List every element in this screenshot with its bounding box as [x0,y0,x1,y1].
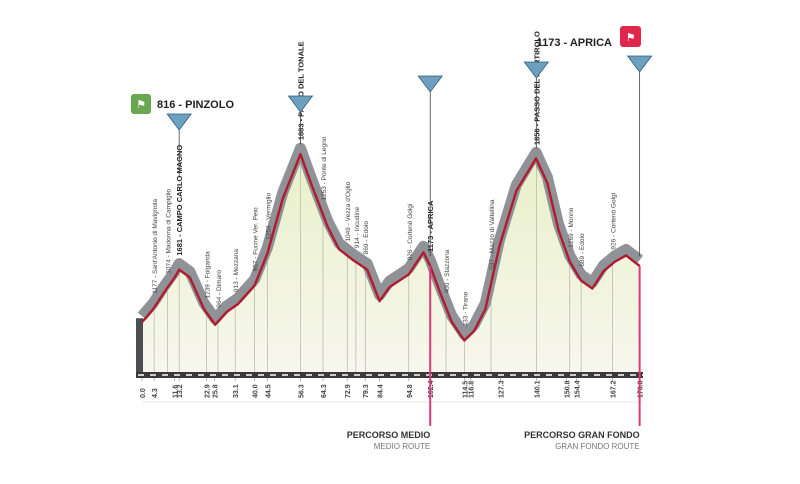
km-tick-label: 116.8 [469,381,476,398]
km-tick-label: 40.0 [253,384,260,398]
kom-triangle-icon [417,75,444,93]
km-tick-label: 0.0 [140,388,147,398]
place-label: 926 - Cortenò Golgi [611,193,618,250]
place-label: 1177 - Sant'Antonio di Mavignola [152,199,159,294]
start-wall [136,318,143,372]
km-tick-label: 22.9 [204,384,211,398]
place-label: 1269 - Monno [568,207,575,247]
place-label: 964 - Dimaro [216,270,223,308]
kom-triangle-icon [166,113,192,131]
road-band [137,142,644,340]
finish-badge-icon [620,26,641,47]
place-label: 537 - Mazzo di Valtellina [489,199,496,270]
profile-line [141,152,641,342]
km-tick-label: 4.3 [152,388,159,398]
km-tick-label: 94.8 [407,384,414,398]
km-tick-label: 64.3 [321,384,328,398]
km-tick-label: 25.8 [213,384,220,398]
place-label: 913 - Mezzana [233,249,240,292]
place-label: 1259 - Vermiglio [265,193,272,240]
start-badge-icon [131,94,151,114]
km-tick-label: 127.3 [498,380,505,398]
profile-road-band [137,142,644,342]
place-labels: 1177 - Sant'Antonio di Mavignola 1074 - M… [152,31,617,327]
km-tick-label: 150.8 [564,380,571,398]
finish-label: 1173 - APRICA [537,37,612,49]
km-tick-label: 11.6 [173,385,180,398]
km-tick-label: 33.1 [233,384,240,398]
km-tick-label: 167.2 [611,380,618,398]
km-tick-label: 84.4 [378,384,385,398]
route-title: PERCORSO GRAN FONDO [524,430,640,440]
km-tick-label: 79.3 [363,384,370,398]
place-drop-lines [153,154,613,372]
place-label: 689 - Edolo [579,233,586,267]
place-label: 1681 - CAMPO CARLO MAGNO [175,145,184,256]
place-label: 1049 - Vezza d'Oglio [345,181,352,241]
finish-marker: ⚑ 1173 - APRICA [537,26,641,49]
place-label: 1239 - Folgarida [204,251,211,299]
km-tick-label: 72.9 [345,384,352,398]
route-subtitle: GRAN FONDO ROUTE [555,442,639,451]
route-markers: PERCORSO MEDIO MEDIO ROUTE PERCORSO GRAN F… [347,266,641,451]
km-tick-labels: 0.0 4.3 11.613.2 22.9 25.8 33.1 40.0 44.5 56.3 64… [140,378,645,398]
km-tick-label: 102.4 [428,380,435,398]
place-label: 926 - Cortenò Golgi [407,204,414,261]
km-tick-label: 154.4 [575,380,582,398]
km-baseline [136,372,643,403]
kom-triangle-icon [626,55,653,73]
place-label: 400 - Stazzona [444,249,451,293]
place-label: 967 - Fucine Ver. Peio [253,207,260,271]
place-label: 914 - Incudine [354,206,361,248]
place-label: 1074 - Madonna di Campiglio [165,188,172,273]
finish-badge-glyph: ⚑ [626,31,636,44]
km-tick-label: 56.3 [298,384,305,398]
baseline-bar [136,372,643,378]
place-label: 1856 - PASSO DEL MORTIROLO [532,31,541,145]
kom-markers [166,55,653,257]
place-label: 1253 - Ponte di Legno [321,136,328,200]
profile-area-group [136,154,640,372]
km-tick-label: 140.1 [534,380,541,398]
place-label: 1883 - PASSO DEL TONALE [296,41,305,140]
start-badge-glyph: ⚑ [136,98,146,111]
profile-area [142,154,640,372]
km-tick-label: 44.5 [265,384,272,398]
place-label: 1173 - APRICA [426,200,435,252]
kom-triangle-icon [523,61,550,79]
kom-triangle-icon [287,95,314,113]
route-subtitle: MEDIO ROUTE [374,442,430,451]
place-label: 869 - Edolo [363,221,370,255]
km-tick-label: 176.8 [638,380,645,398]
start-label: 816 - PINZOLO [157,99,234,111]
route-title: PERCORSO MEDIO [347,430,431,440]
km-tick-label: 114.5 [462,381,469,398]
km-tick-label: 13.2 [177,384,184,398]
start-marker: ⚑ 816 - PINZOLO [131,94,234,114]
place-label: 433 - Tirano [462,291,469,326]
